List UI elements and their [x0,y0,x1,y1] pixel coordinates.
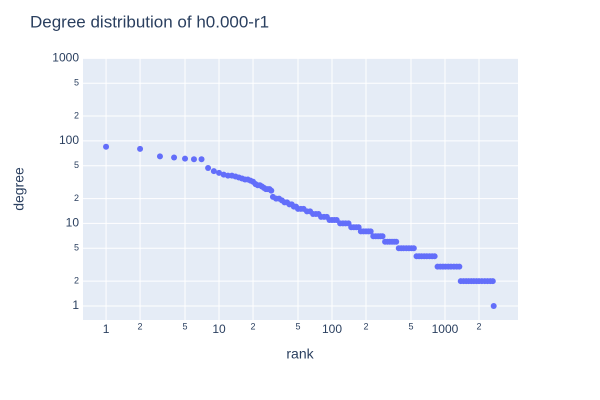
x-tick-label: 5 [408,321,413,331]
point [210,168,217,175]
point [137,145,144,152]
point [367,228,374,235]
point [490,302,497,309]
y-tick-label: 5 [74,243,79,253]
point [268,187,275,194]
point [379,233,386,240]
y-axis-label: degree [11,167,27,211]
point [205,164,212,171]
x-axis-label: rank [286,346,314,362]
y-tick-label: 2 [74,110,79,120]
point [431,253,438,260]
y-tick-label: 5 [74,160,79,170]
x-tick-label: 1 [103,322,110,336]
chart-title: Degree distribution of h0.000-r1 [30,12,269,31]
point [182,155,189,162]
point [103,143,110,150]
point [393,238,400,245]
x-tick-label: 100 [322,322,342,336]
point [190,156,197,163]
x-tick-label: 2 [476,321,481,331]
x-tick-label: 2 [138,321,143,331]
y-tick-label: 2 [74,275,79,285]
point [410,245,417,252]
x-tick-label: 5 [295,321,300,331]
x-tick-label: 2 [251,321,256,331]
point [156,153,163,160]
point [489,278,496,285]
x-tick-label: 5 [183,321,188,331]
grid [83,57,518,320]
point [171,154,178,161]
plot-area [83,58,518,320]
point [198,156,205,163]
y-tick-label: 1000 [52,51,79,65]
y-tick-label: 5 [74,78,79,88]
y-tick-label: 1 [72,298,79,312]
x-tick-label: 2 [364,321,369,331]
points [103,143,497,309]
point [456,263,463,270]
y-tick-label: 2 [74,193,79,203]
y-tick-label: 100 [59,133,79,147]
point [216,169,223,176]
x-tick-label: 1000 [432,322,459,336]
x-tick-label: 10 [212,322,226,336]
y-tick-label: 10 [66,216,80,230]
